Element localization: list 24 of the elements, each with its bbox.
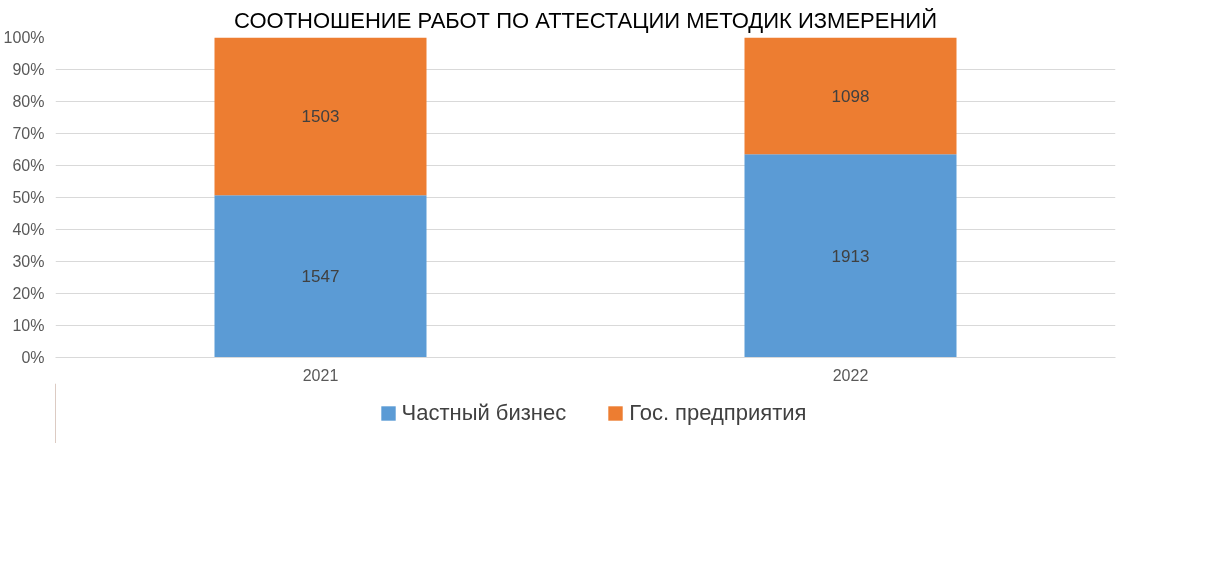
- y-tick-label: 10%: [12, 317, 45, 334]
- legend-label: Гос. предприятия: [629, 400, 807, 426]
- annotation: 1503: [301, 107, 340, 127]
- y-tick-label: 50%: [12, 189, 45, 206]
- bar: [744, 37, 957, 155]
- annotation: 1913: [831, 246, 870, 266]
- y-tick-label: 60%: [12, 157, 45, 174]
- bar: [744, 154, 957, 358]
- bar: [214, 37, 427, 196]
- bar: [214, 195, 427, 358]
- annotation: 1098: [831, 86, 870, 106]
- chart-title: СООТНОШЕНИЕ РАБОТ ПО АТТЕСТАЦИИ МЕТОДИК ИЗМЕРЕНИЙ: [234, 7, 937, 33]
- y-tick-label: 90%: [12, 61, 45, 78]
- y-tick-label: 30%: [12, 253, 45, 270]
- y-tick-label: 0%: [21, 349, 45, 366]
- y-tick-label: 100%: [3, 29, 45, 46]
- legend-label: Частный бизнес: [401, 400, 567, 426]
- y-tick-label: 40%: [12, 221, 45, 238]
- y-tick-label: 20%: [12, 285, 45, 302]
- x-tick-label: 2021: [302, 366, 339, 384]
- y-tick-label: 80%: [12, 93, 45, 110]
- annotation: 1547: [301, 267, 340, 287]
- y-tick-label: 70%: [12, 125, 45, 142]
- x-tick-label: 2022: [832, 366, 869, 384]
